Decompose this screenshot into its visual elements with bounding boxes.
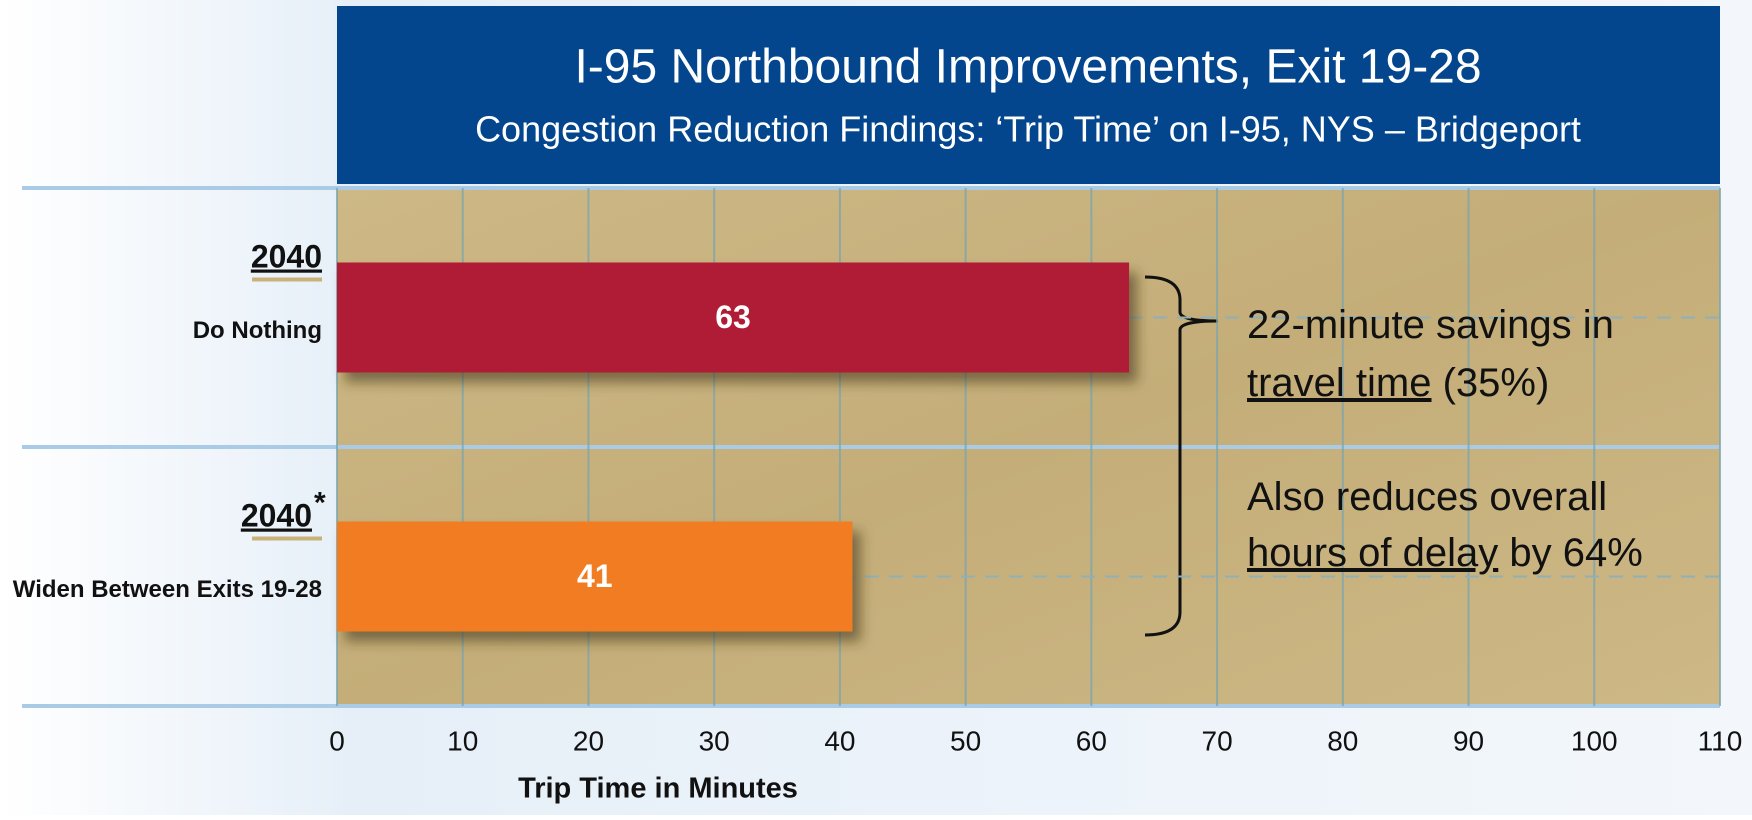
x-tick-label: 90 bbox=[1453, 725, 1484, 756]
category-year: 2040 bbox=[251, 239, 322, 275]
annotation-segment: Also reduces overall bbox=[1247, 475, 1607, 519]
x-tick-label: 110 bbox=[1698, 725, 1743, 756]
chart-title: I-95 Northbound Improvements, Exit 19-28 bbox=[574, 41, 1481, 94]
category-year-text: 2040 bbox=[251, 239, 322, 275]
x-axis-title: Trip Time in Minutes bbox=[518, 773, 798, 805]
x-tick-label: 100 bbox=[1571, 725, 1618, 756]
x-tick-label: 0 bbox=[329, 725, 345, 756]
annotation: Also reduces overall bbox=[1247, 475, 1607, 519]
category-note: * bbox=[314, 486, 326, 519]
bar-value-label: 63 bbox=[715, 299, 751, 335]
bar-value-label: 41 bbox=[577, 558, 613, 594]
x-tick-label: 60 bbox=[1076, 725, 1107, 756]
annotation: travel time (35%) bbox=[1247, 361, 1549, 405]
annotation-segment: (35%) bbox=[1432, 361, 1550, 405]
chart: I-95 Northbound Improvements, Exit 19-28… bbox=[0, 0, 1752, 815]
annotation-segment: travel time bbox=[1247, 361, 1432, 405]
page: {"chart_data": { "type": "bar", "orienta… bbox=[0, 0, 1752, 815]
x-tick-label: 70 bbox=[1202, 725, 1233, 756]
x-tick-label: 20 bbox=[573, 725, 604, 756]
annotation-segment: hours of delay bbox=[1247, 531, 1498, 575]
category-year-text: 2040 bbox=[241, 498, 312, 534]
category-label: Widen Between Exits 19-28 bbox=[13, 576, 322, 603]
chart-subtitle: Congestion Reduction Findings: ‘Trip Tim… bbox=[475, 109, 1581, 150]
title-band bbox=[337, 6, 1720, 184]
x-tick-label: 40 bbox=[824, 725, 855, 756]
annotation: hours of delay by 64% bbox=[1247, 531, 1643, 575]
x-tick-label: 50 bbox=[950, 725, 981, 756]
annotation-segment: by 64% bbox=[1498, 531, 1643, 575]
x-tick-label: 10 bbox=[447, 725, 478, 756]
x-tick-label: 30 bbox=[699, 725, 730, 756]
x-tick-label: 80 bbox=[1327, 725, 1358, 756]
category-year: 2040 bbox=[241, 498, 312, 534]
annotation: 22-minute savings in bbox=[1247, 303, 1614, 347]
annotation-segment: 22-minute savings in bbox=[1247, 303, 1614, 347]
category-label: Do Nothing bbox=[193, 317, 322, 344]
